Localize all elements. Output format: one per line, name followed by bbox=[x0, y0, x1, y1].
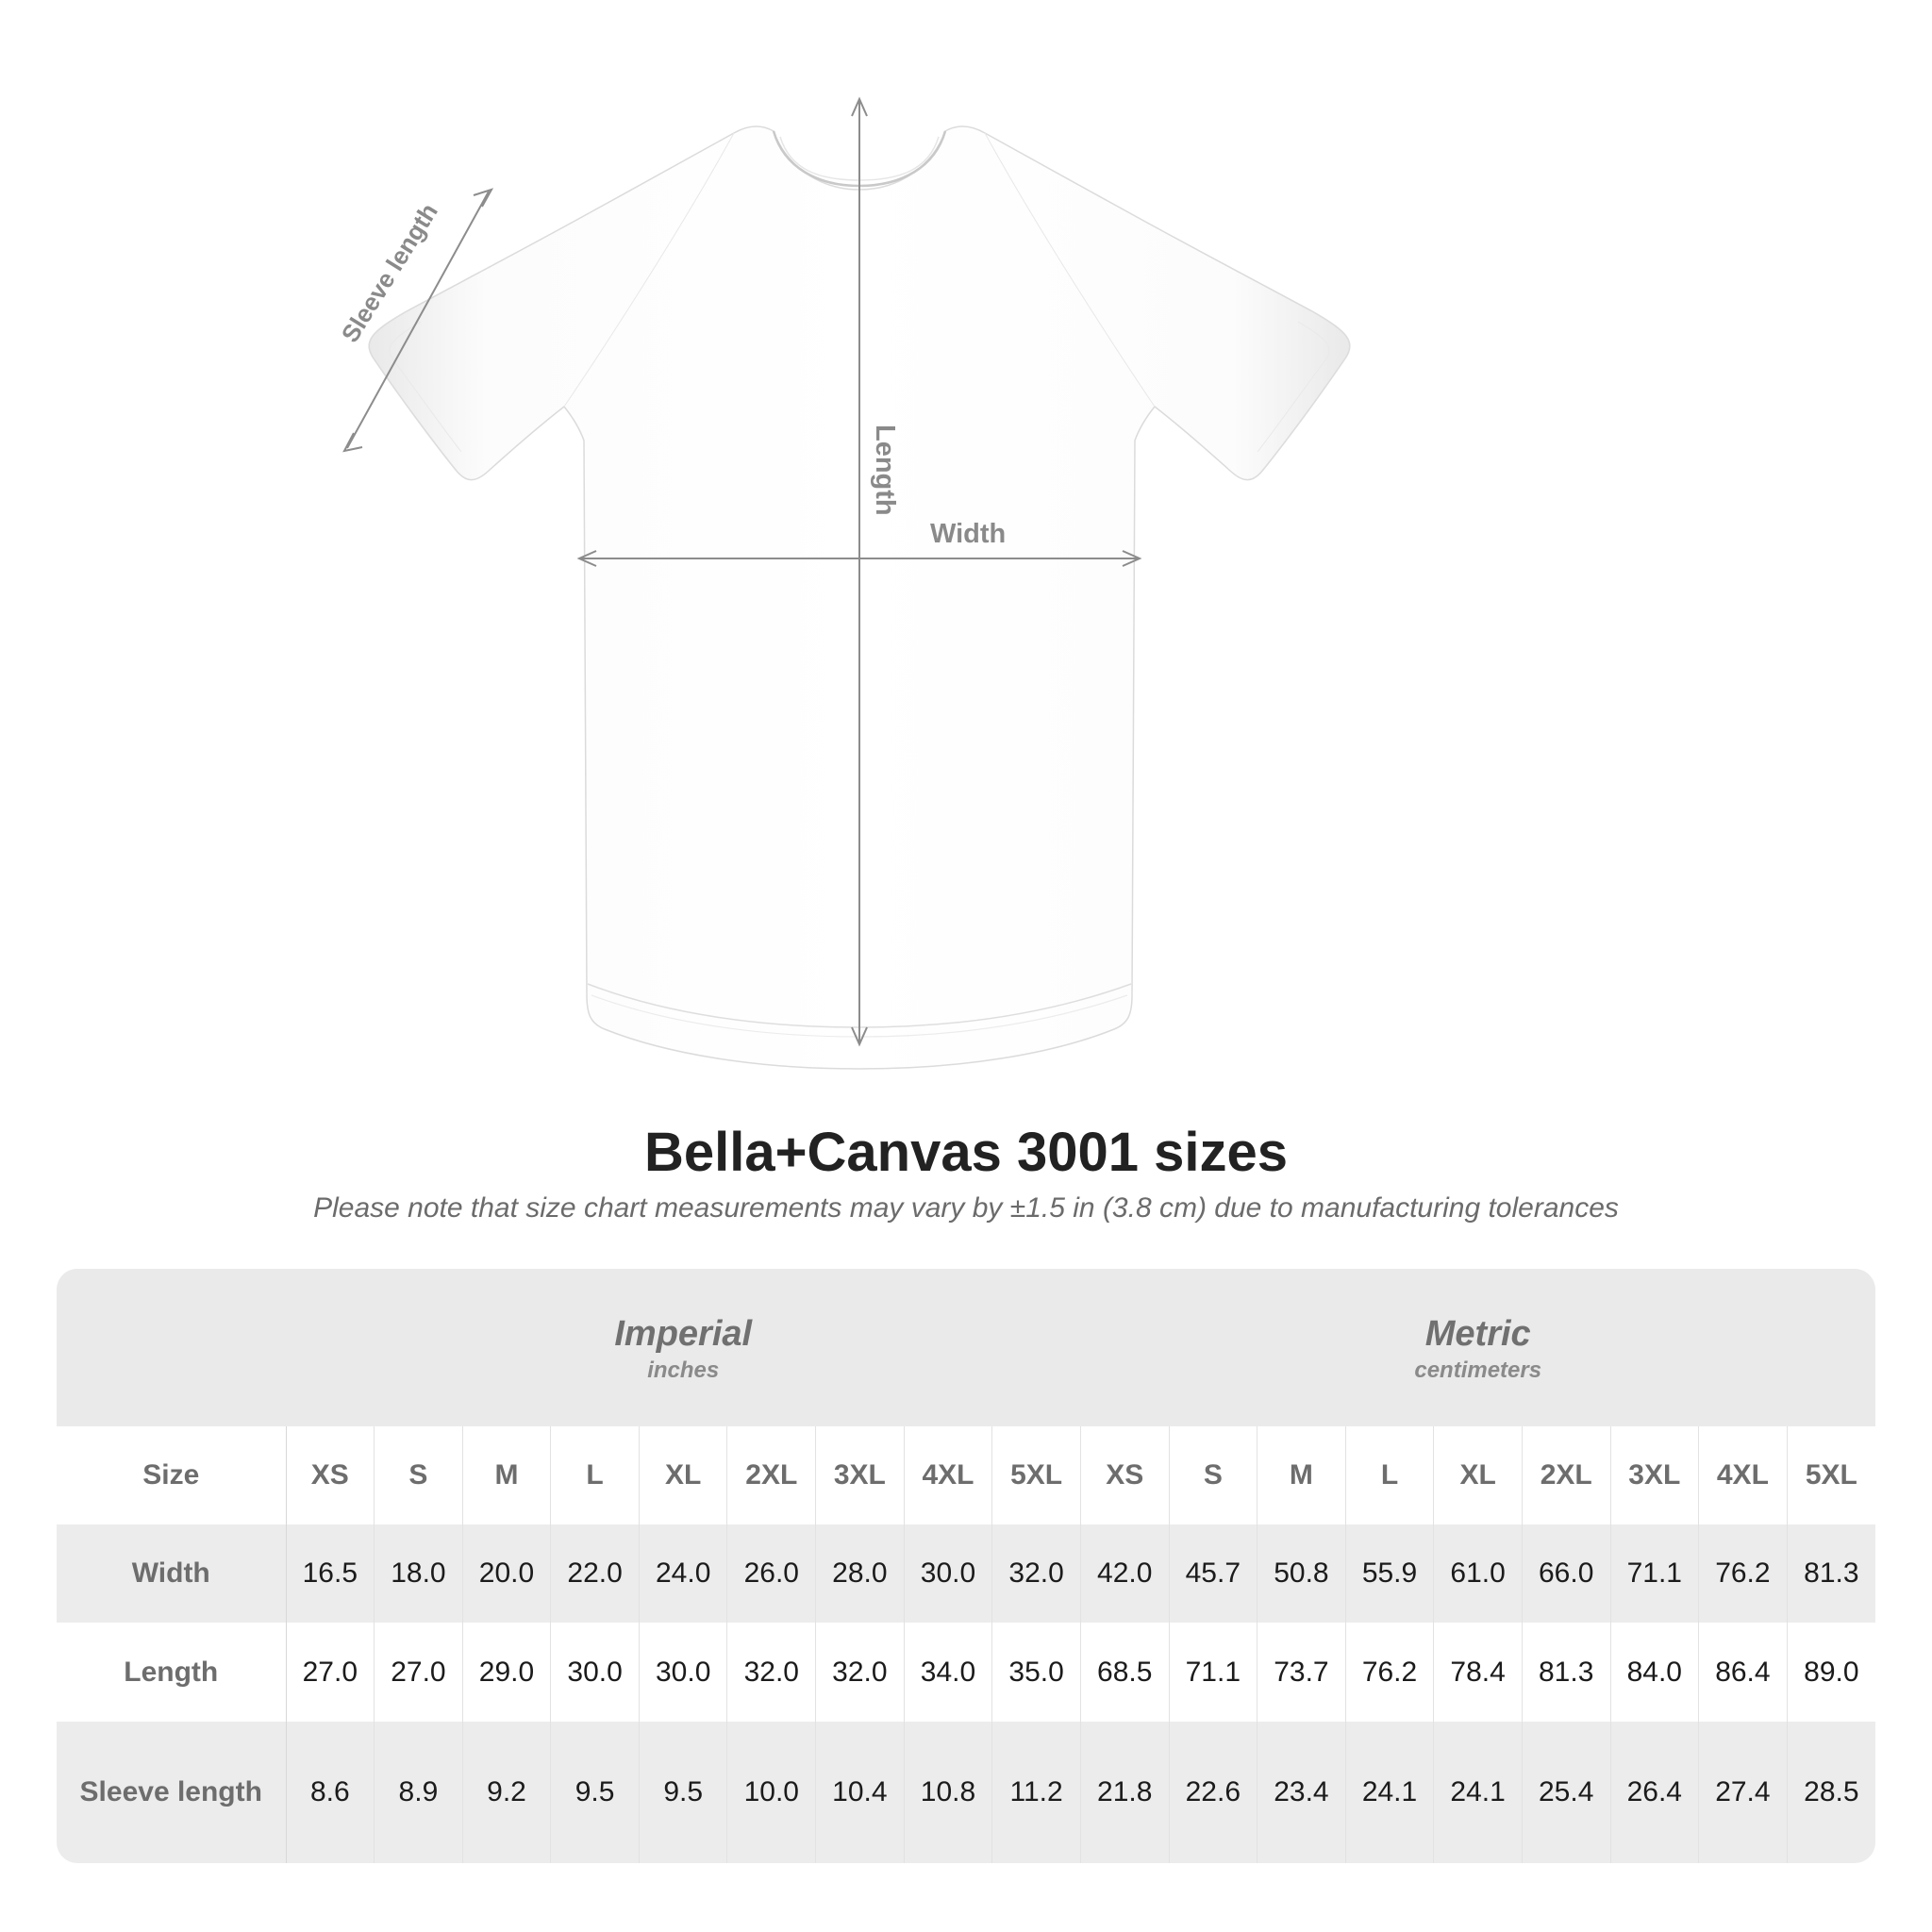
svg-text:Length: Length bbox=[870, 425, 900, 516]
svg-text:Width: Width bbox=[930, 519, 1006, 549]
